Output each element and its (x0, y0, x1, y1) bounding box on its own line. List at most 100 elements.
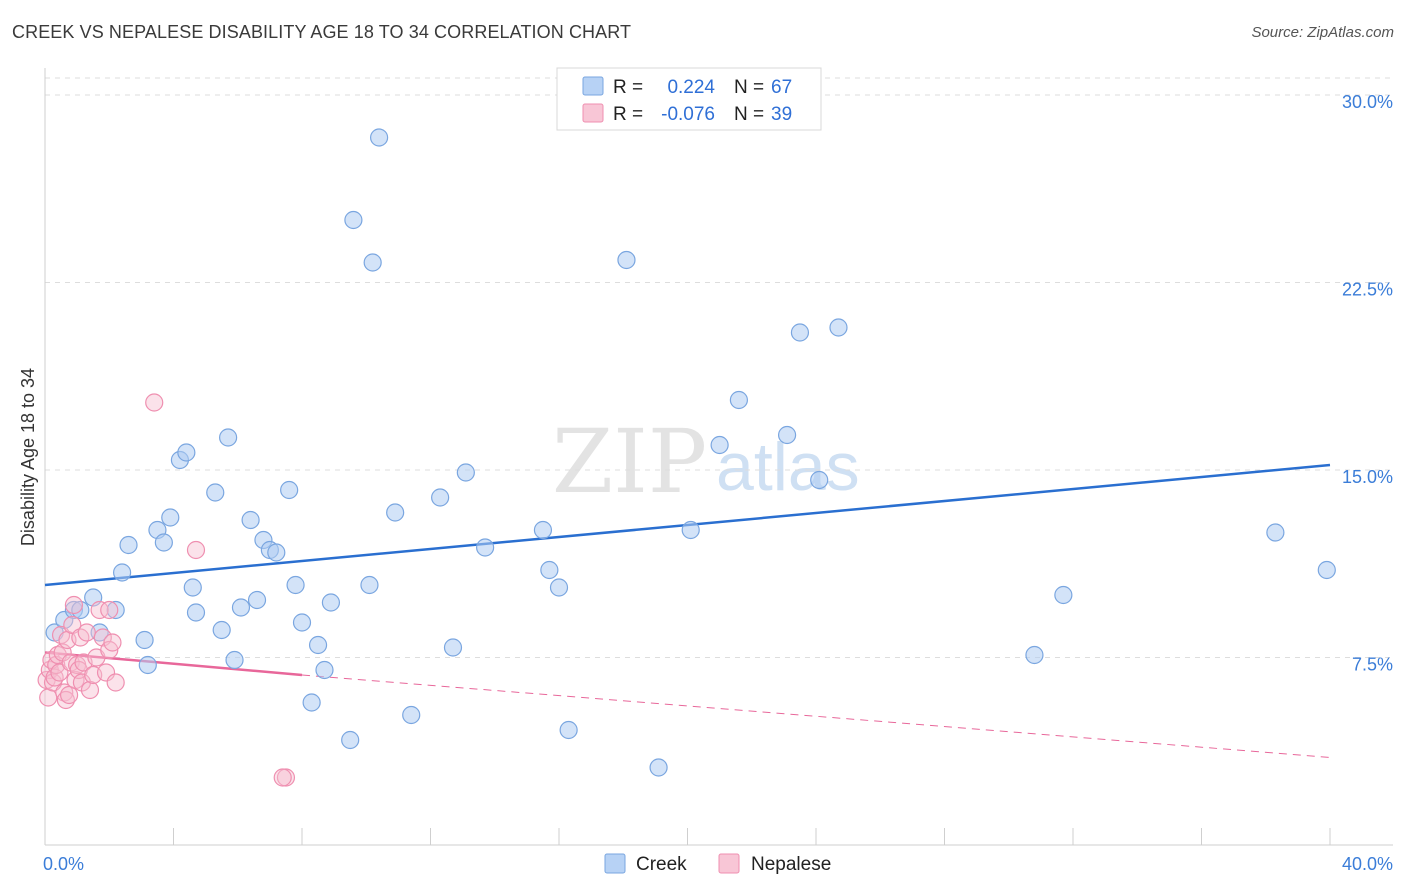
creek-point (829, 318, 848, 337)
nepalese-point (100, 600, 119, 620)
creek-point (777, 425, 797, 445)
creek-point (135, 630, 154, 650)
creek-point (247, 590, 267, 610)
creek-point (1317, 560, 1336, 580)
creek-point (231, 598, 251, 617)
nepalese-point (77, 623, 96, 642)
tick-labels: 7.5% 15.0% 22.5% 30.0% 0.0% 40.0% (43, 92, 1393, 874)
creek-point (370, 128, 389, 147)
y-axis-label: Disability Age 18 to 34 (18, 368, 38, 546)
creek-point (533, 520, 553, 540)
creek-point (292, 613, 312, 632)
nepalese-point (96, 663, 116, 682)
nepalese-point (39, 688, 58, 707)
nepalese-point (80, 680, 100, 700)
creek-point (302, 693, 321, 712)
nepalese-point (106, 673, 125, 692)
creek-point (177, 443, 196, 462)
bottom-legend-swatch-nepalese (718, 853, 740, 874)
nepalese-point (55, 683, 74, 702)
creek-point (559, 720, 578, 740)
data-points (37, 128, 1336, 787)
creek-point (212, 620, 231, 640)
x-tick-label-max: 40.0% (1342, 854, 1393, 874)
watermark-zip: ZIP (552, 410, 707, 513)
y-tick-label: 15.0% (1342, 467, 1393, 487)
creek-point (360, 575, 379, 595)
legend-n-label-creek: N = (734, 77, 764, 98)
legend-n-value-nepalese: 39 (771, 104, 792, 125)
creek-point (119, 535, 138, 555)
nepalese-point (103, 633, 122, 652)
creek-point (649, 758, 668, 777)
creek-point (161, 508, 180, 527)
x-tick-label-min: 0.0% (43, 854, 84, 874)
legend-r-label-nepalese: R = (613, 104, 643, 125)
nepalese-point (186, 540, 206, 560)
creek-point (363, 253, 382, 272)
bottom-legend-swatch-creek (604, 853, 626, 874)
creek-point (617, 250, 636, 270)
creek-point (106, 600, 125, 620)
creek-point (549, 578, 569, 597)
creek-point (138, 655, 157, 675)
creek-point (286, 575, 305, 595)
creek-point (90, 623, 109, 642)
legend-r-value-nepalese: -0.076 (661, 104, 715, 125)
creek-point (1025, 645, 1044, 665)
legend-swatch-nepalese (582, 103, 604, 123)
creek-point (443, 638, 463, 657)
creek-point (241, 510, 260, 530)
creek-point (710, 435, 729, 455)
creek-point (386, 503, 405, 522)
nepalese-point (90, 600, 109, 620)
bottom-legend-creek: Creek (636, 854, 687, 875)
creek-point (280, 480, 299, 500)
nepalese-point (59, 685, 79, 705)
creek-point (206, 483, 225, 502)
nepalese-trend-extension (301, 674, 1331, 758)
creek-point (729, 390, 749, 410)
y-tick-label: 7.5% (1352, 655, 1393, 675)
creek-point (267, 543, 286, 562)
creek-point (321, 593, 341, 612)
nepalese-point (273, 768, 292, 787)
nepalese-point (64, 595, 84, 615)
creek-point (112, 563, 132, 582)
grid (45, 77, 1393, 658)
creek-point (154, 533, 173, 552)
bottom-legend: Creek Nepalese (604, 853, 831, 875)
bottom-legend-nepalese: Nepalese (751, 854, 831, 875)
source-label: Source: ZipAtlas.com (1251, 24, 1394, 41)
creek-point (225, 650, 244, 670)
legend-n-value-creek: 67 (771, 77, 792, 98)
creek-point (810, 470, 829, 490)
legend-r-value-creek: 0.224 (667, 77, 715, 98)
creek-point (308, 635, 328, 655)
creek-point (402, 705, 421, 725)
creek-point (790, 323, 810, 342)
legend-n-label-nepalese: N = (734, 104, 764, 125)
creek-point (219, 428, 238, 447)
creek-point (456, 463, 475, 482)
creek-point (183, 578, 202, 597)
creek-point (431, 488, 450, 507)
creek-point (476, 538, 495, 557)
creek-point (344, 210, 363, 230)
chart-title: CREEK VS NEPALESE DISABILITY AGE 18 TO 3… (12, 22, 632, 42)
creek-point (681, 520, 700, 540)
legend-swatch-creek (582, 76, 604, 96)
creek-point (1266, 523, 1285, 542)
legend-r-label-creek: R = (613, 77, 643, 98)
creek-point (1054, 585, 1073, 605)
nepalese-point (56, 690, 75, 710)
creek-point (540, 560, 559, 580)
y-tick-label: 30.0% (1342, 92, 1393, 112)
nepalese-point (145, 393, 164, 412)
creek-point (186, 603, 206, 622)
legend: R = 0.224 N = 67 R = -0.076 N = 39 (556, 67, 822, 131)
creek-point (341, 730, 360, 750)
y-tick-label: 22.5% (1342, 280, 1393, 300)
creek-point (315, 660, 334, 680)
